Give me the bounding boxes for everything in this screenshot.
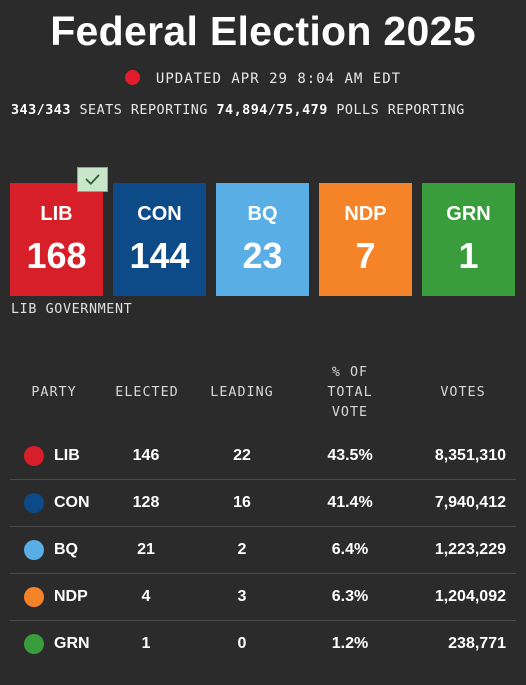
government-label: LIB GOVERNMENT: [11, 302, 133, 317]
table-row[interactable]: LIB 146 22 43.5% 8,351,310: [10, 433, 516, 480]
party-color-dot: [24, 587, 44, 607]
vote-count: 1,204,092: [434, 588, 506, 605]
seats-reporting-label: SEATS REPORTING: [79, 103, 208, 118]
party-name: LIB: [54, 447, 80, 464]
party-name: NDP: [54, 588, 88, 605]
vote-share: 6.3%: [331, 588, 369, 605]
party-color-dot: [24, 540, 44, 560]
table-row[interactable]: GRN 1 0 1.2% 238,771: [10, 621, 516, 667]
party-name: BQ: [54, 541, 78, 558]
seat-card-party: GRN: [446, 203, 491, 225]
seat-card-count: 144: [129, 235, 190, 276]
seat-card-grn[interactable]: GRN 1: [422, 183, 515, 296]
header-vote-share-line: % OF: [331, 365, 369, 380]
header-elected: ELECTED: [115, 385, 179, 400]
leading-count: 2: [237, 541, 247, 558]
vote-share: 41.4%: [327, 494, 373, 511]
updated-status: UPDATED APR 29 8:04 AM EDT: [0, 70, 526, 87]
header-votes: VOTES: [440, 385, 486, 400]
reporting-summary: 343/343 SEATS REPORTING 74,894/75,479 PO…: [11, 103, 465, 118]
vote-share: 1.2%: [331, 635, 369, 652]
header-vote-share-line: VOTE: [331, 405, 369, 420]
seat-card-count: 1: [458, 235, 479, 276]
elected-count: 1: [141, 635, 151, 652]
seat-card-party: NDP: [344, 203, 387, 225]
party-color-dot: [24, 493, 44, 513]
leading-count: 16: [233, 494, 251, 511]
elected-count: 4: [141, 588, 151, 605]
polls-reporting-label: POLLS REPORTING: [336, 103, 465, 118]
live-indicator-icon: [124, 70, 140, 85]
seat-card-count: 168: [26, 235, 87, 276]
elected-count: 146: [132, 447, 160, 464]
header-party: PARTY: [31, 385, 77, 400]
check-icon: [77, 167, 108, 192]
page-title: Federal Election 2025: [50, 8, 476, 54]
vote-share: 43.5%: [327, 447, 373, 464]
seats-reporting-value: 343/343: [11, 103, 71, 118]
table-row[interactable]: CON 128 16 41.4% 7,940,412: [10, 480, 516, 527]
vote-count: 1,223,229: [434, 541, 506, 558]
seat-card-party: CON: [137, 203, 182, 225]
table-row[interactable]: BQ 21 2 6.4% 1,223,229: [10, 527, 516, 574]
vote-count: 8,351,310: [434, 447, 506, 464]
party-color-dot: [24, 634, 44, 654]
polls-reporting-value: 74,894/75,479: [216, 103, 328, 118]
vote-share: 6.4%: [331, 541, 369, 558]
seat-card-lib[interactable]: LIB 168: [10, 183, 103, 296]
seat-card-count: 23: [242, 235, 283, 276]
seat-card-party: BQ: [247, 203, 278, 225]
party-name: GRN: [54, 635, 90, 652]
header-vote-share: % OF TOTAL VOTE: [300, 363, 400, 423]
elected-count: 21: [137, 541, 155, 558]
updated-timestamp: UPDATED APR 29 8:04 AM EDT: [155, 71, 402, 87]
seat-card-count: 7: [355, 235, 376, 276]
leading-count: 3: [237, 588, 247, 605]
vote-count: 7,940,412: [434, 494, 506, 511]
seat-card-con[interactable]: CON 144: [113, 183, 206, 296]
party-name: CON: [54, 494, 90, 511]
header-leading: LEADING: [210, 385, 274, 400]
header-vote-share-line: TOTAL: [327, 385, 373, 400]
leading-count: 0: [237, 635, 247, 652]
leading-count: 22: [233, 447, 251, 464]
seat-card-party: LIB: [40, 203, 73, 225]
table-row[interactable]: NDP 4 3 6.3% 1,204,092: [10, 574, 516, 621]
elected-count: 128: [132, 494, 160, 511]
seat-card-bq[interactable]: BQ 23: [216, 183, 309, 296]
party-color-dot: [24, 446, 44, 466]
vote-count: 238,771: [448, 635, 506, 652]
seat-card-ndp[interactable]: NDP 7: [319, 183, 412, 296]
